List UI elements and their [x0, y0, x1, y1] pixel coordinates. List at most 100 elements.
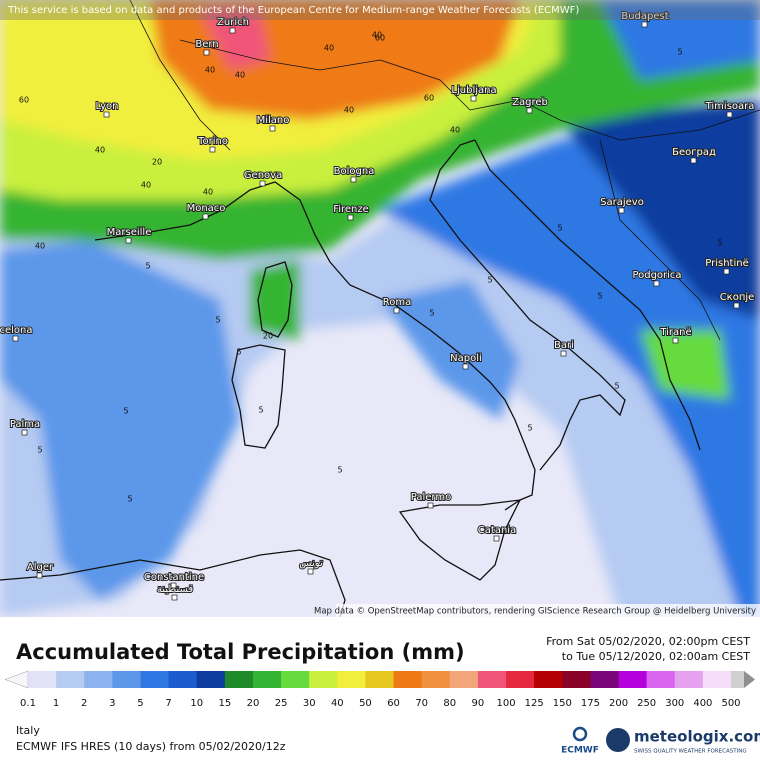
colorbar-segment: [562, 671, 591, 688]
city-label: Milano: [257, 115, 290, 126]
colorbar-tick-label: 10: [190, 698, 203, 709]
banner: This service is based on data and produc…: [7, 5, 579, 16]
city-label: Catania: [478, 525, 516, 536]
colorbar-segment: [674, 671, 704, 688]
time-to: to Tue 05/12/2020, 02:00am CEST: [562, 650, 750, 663]
city-label: Monaco: [187, 203, 226, 214]
colorbar-segment: [196, 671, 226, 688]
colorbar-tick-label: 300: [665, 698, 684, 709]
contour-label: 5: [487, 276, 492, 285]
contour-label: 5: [123, 407, 128, 416]
city-marker: [21, 429, 28, 436]
city-label: Palermo: [411, 492, 451, 503]
contour-label: 40: [95, 146, 105, 155]
colorbar: 0.1 1 2 3 5 7 10 15 20 25 30 40 50 60 70 80 90 100 125 150 1…: [4, 670, 755, 709]
colorbar-segment: [618, 671, 648, 688]
colorbar-segment: [421, 671, 451, 688]
contour-label: 40: [205, 66, 215, 75]
contour-label: 40: [203, 188, 213, 197]
city-marker: [470, 95, 477, 102]
city-marker: [103, 111, 110, 118]
city-label: Lyon: [95, 101, 118, 112]
contour-label: 5: [337, 466, 342, 475]
city-marker: [641, 21, 648, 28]
contour-label: 20: [152, 158, 162, 167]
contour-label: 5: [236, 348, 241, 357]
colorbar-tick-label: 175: [581, 698, 600, 709]
colorbar-segment: [534, 671, 563, 688]
corsica: [257, 261, 293, 338]
adriatic-east: [474, 139, 701, 451]
colorbar-segment: [28, 671, 57, 688]
city-marker: [493, 535, 500, 542]
colorbar-segment: [337, 671, 366, 688]
city-label: Marseille: [107, 227, 152, 238]
contour-label: 40: [450, 126, 460, 135]
city-label: قسنطينة: [157, 584, 194, 595]
contour-label: 5: [145, 262, 150, 271]
africa-coast: [0, 549, 346, 617]
colorbar-tick-label: 25: [275, 698, 288, 709]
colorbar-tip: [744, 671, 755, 688]
colorbar-segment: [140, 671, 170, 688]
colorbar-tick-label: 2: [81, 698, 87, 709]
city-label: celona: [0, 325, 33, 336]
city-marker: [36, 572, 43, 579]
city-label: Roma: [383, 297, 412, 308]
city-marker: [347, 214, 354, 221]
colorbar-segment: [393, 671, 423, 688]
colorbar-segment: [702, 671, 732, 688]
city-label: Bern: [195, 39, 218, 50]
city-marker: [723, 268, 730, 275]
italy-coast: [94, 139, 626, 511]
colorbar-tick-label: 3: [109, 698, 115, 709]
colorbar-tick-label: 90: [472, 698, 485, 709]
coastlines: [0, 0, 760, 617]
footer-bg: [0, 617, 760, 760]
contour-label: 40: [372, 31, 382, 40]
city-marker: [229, 27, 236, 34]
contour-label: 5: [127, 495, 132, 504]
sicily: [398, 499, 522, 581]
city-label: Podgorica: [632, 270, 681, 281]
colorbar-tick-label: 500: [721, 698, 740, 709]
colorbar-segment: [646, 671, 676, 688]
contour-label: 5: [557, 224, 562, 233]
colorbar-segment: [590, 671, 620, 688]
city-marker: [462, 363, 469, 370]
colorbar-tick-label: 150: [553, 698, 572, 709]
colorbar-segment: [252, 671, 282, 688]
city-label: Скопје: [720, 291, 755, 303]
colorbar-tick-label: 100: [496, 698, 515, 709]
city-marker: [653, 280, 660, 287]
city-marker: [350, 176, 357, 183]
colorbar-tick-label: 70: [415, 698, 428, 709]
city-label: Genova: [244, 170, 282, 181]
city-label: Београд: [672, 147, 716, 158]
city-marker: [690, 157, 697, 164]
city-marker: [618, 207, 625, 214]
city-marker: [427, 502, 434, 509]
contour-label: 40: [324, 44, 334, 53]
city-marker: [560, 350, 567, 357]
contour-label: 60: [424, 94, 434, 103]
city-marker: [526, 107, 533, 114]
city-marker: [307, 568, 314, 575]
colorbar-tick-label: 7: [165, 698, 171, 709]
city-marker: [393, 307, 400, 314]
banner-bg: [0, 0, 760, 20]
colorbar-tick-label: 80: [443, 698, 456, 709]
ecmwf-logo: ECMWF: [561, 726, 599, 756]
contour-label: 20: [263, 332, 273, 341]
colorbar-segment: [477, 671, 507, 688]
contour-label: 5: [258, 406, 263, 415]
time-from: From Sat 05/02/2020, 02:00pm CEST: [546, 635, 750, 648]
contour-label: 40: [344, 106, 354, 115]
colorbar-tick-label: 1: [53, 698, 59, 709]
city-label: Firenze: [333, 204, 369, 215]
city-label: تونس: [299, 558, 323, 569]
colorbar-tick-label: 50: [359, 698, 372, 709]
logo-left: ECMWF: [561, 746, 599, 756]
colorbar-segment: [365, 671, 395, 688]
